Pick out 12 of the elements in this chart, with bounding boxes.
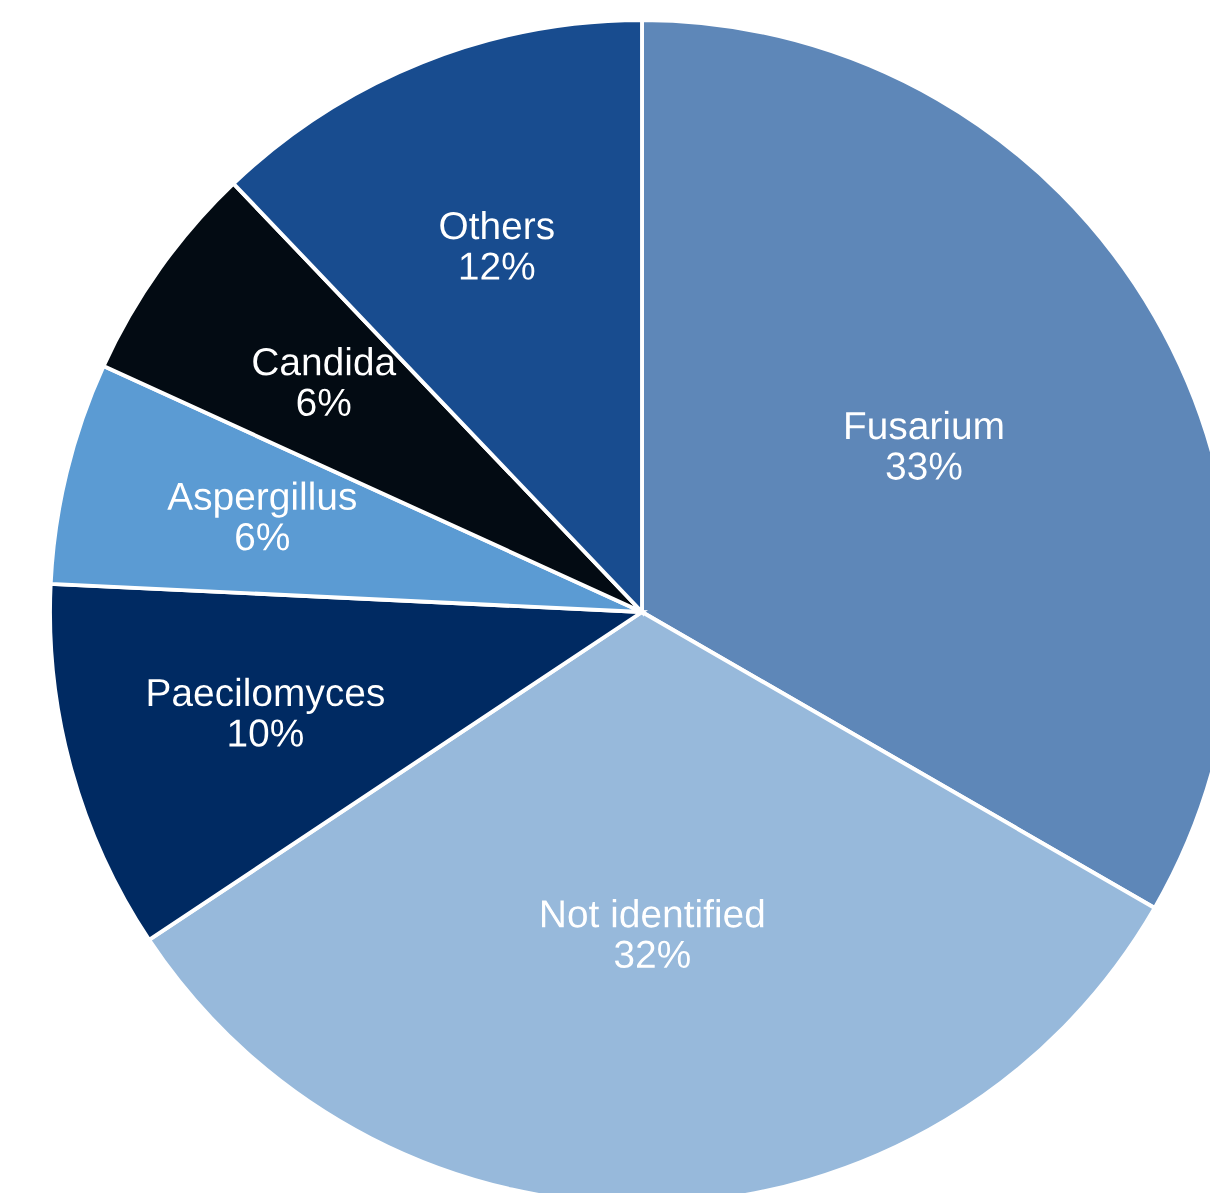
data-label: 32% [614,940,690,969]
slice-label: Candida [253,346,397,376]
data-label: 10% [229,719,303,747]
data-label: 33% [886,452,962,480]
slice-label: Others [440,210,554,240]
data-label: 6% [297,388,351,417]
slice-label: Not identified [542,899,764,928]
data-label: 6% [236,523,290,551]
slice-label: Paecilomyces [148,677,384,714]
slice-label: Fusarium [846,410,1003,440]
data-label: 12% [460,252,535,280]
slice-label: Aspergillus [167,481,356,518]
